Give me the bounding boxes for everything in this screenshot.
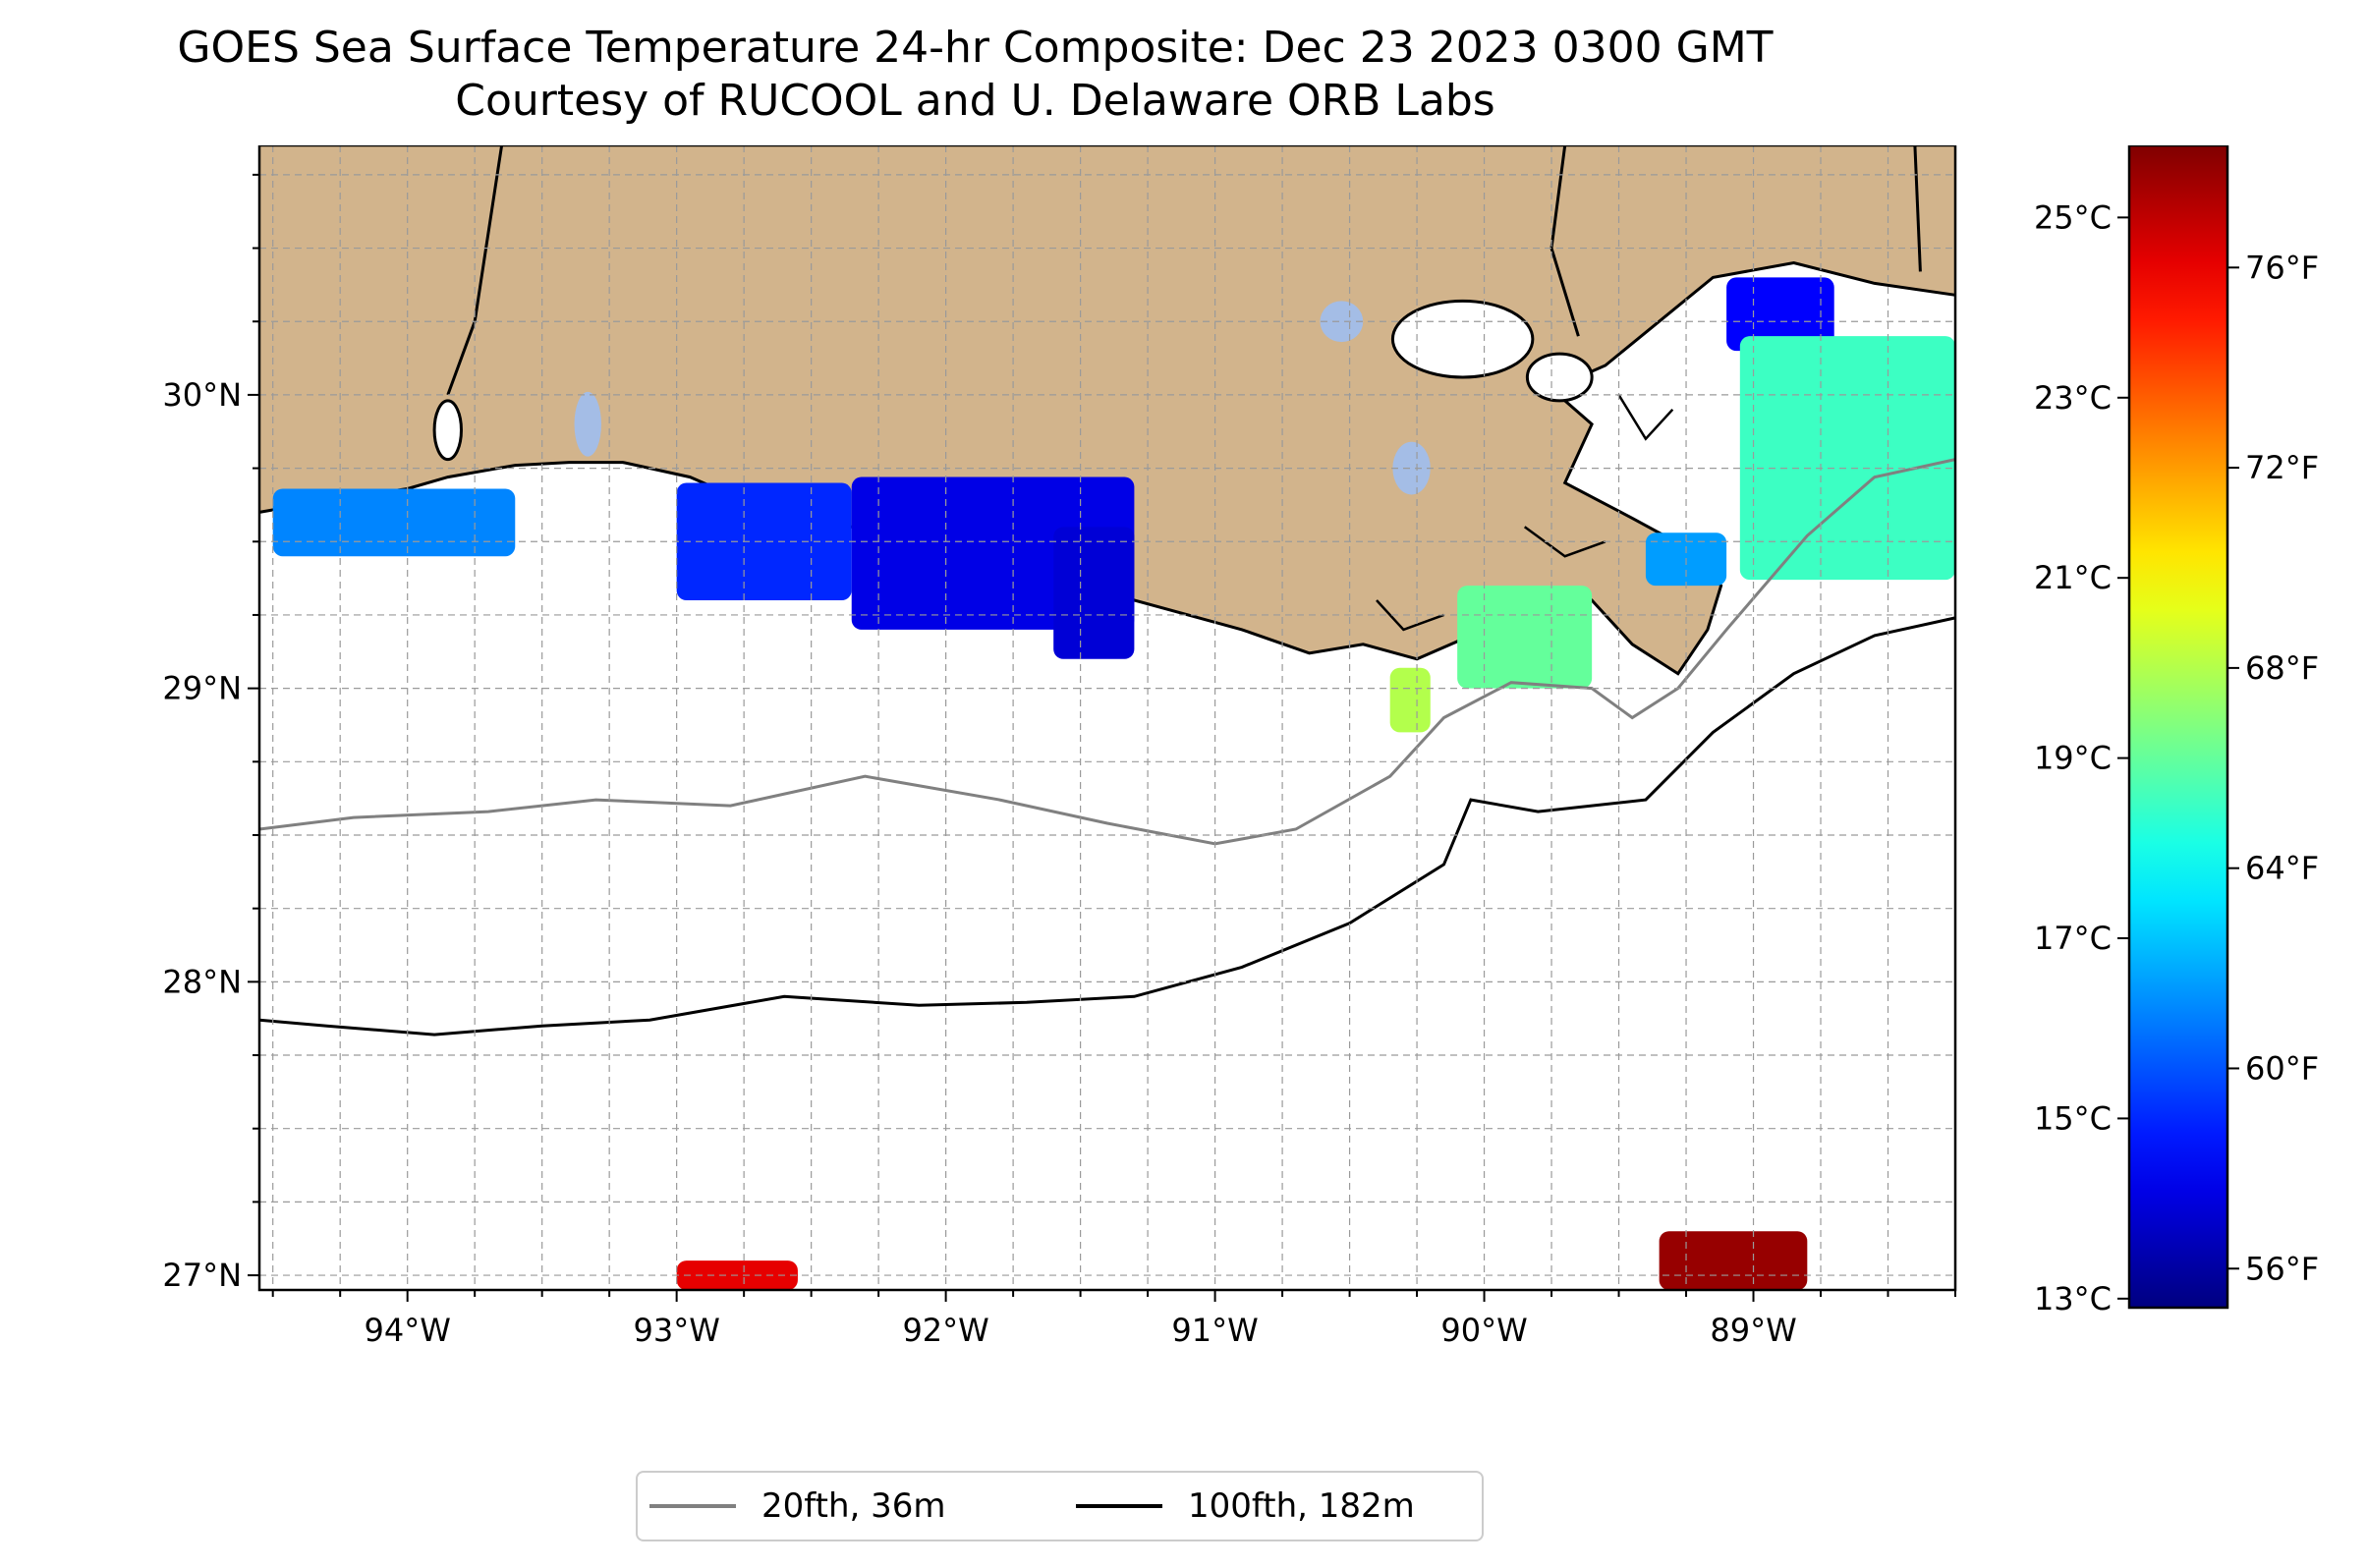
lon-tick-label: 90°W bbox=[1440, 1312, 1527, 1349]
celsius-tick-label: 21°C bbox=[2034, 559, 2112, 596]
isobath-100fth bbox=[258, 616, 1956, 1036]
land-mass bbox=[259, 145, 1955, 674]
sabine-lake bbox=[432, 399, 463, 462]
lon-tick-label: 89°W bbox=[1710, 1312, 1796, 1349]
legend-item-100fth: 100fth, 182m bbox=[1076, 1473, 1415, 1540]
calcasieu-patch bbox=[676, 482, 852, 601]
legend-label-100fth: 100fth, 182m bbox=[1188, 1486, 1415, 1526]
legend-line-20fth bbox=[649, 1504, 736, 1508]
grand-isle-patch bbox=[1457, 586, 1593, 689]
map-panel: 94°W 93°W 92°W 91°W 90°W 89°W 30°N 29°N 28°N 27°N bbox=[161, 145, 1959, 1388]
river-line-1 bbox=[446, 145, 504, 396]
lake-pontchartrain bbox=[1390, 299, 1535, 379]
fahrenheit-tick-label: 64°F bbox=[2245, 850, 2319, 887]
lat-tick-label: 28°N bbox=[162, 963, 242, 1000]
colorbar-svg: 13°C 15°C 17°C 19°C 21°C 23°C 25°C 56°F 60°F 64°F… bbox=[2034, 143, 2319, 1317]
mississippi-sound-patch bbox=[1726, 277, 1834, 352]
lake-maurepas bbox=[1320, 301, 1364, 343]
chart-title-block: GOES Sea Surface Temperature 24-hr Compo… bbox=[0, 22, 2367, 128]
river-line-3 bbox=[1913, 145, 1922, 272]
atchafalaya-patch bbox=[1053, 527, 1135, 659]
chandeleur-patch bbox=[1739, 336, 1955, 581]
legend-label-20fth: 20fth, 36m bbox=[761, 1486, 946, 1526]
lat-tick-label: 30°N bbox=[162, 376, 242, 414]
coastline bbox=[258, 260, 1956, 676]
legend-line-100fth bbox=[1076, 1504, 1162, 1508]
map-frame bbox=[257, 145, 1957, 1292]
chart-subtitle: Courtesy of RUCOOL and U. Delaware ORB L… bbox=[455, 76, 1495, 126]
celsius-tick-label: 13°C bbox=[2034, 1280, 2112, 1317]
colorbar-panel: 13°C 15°C 17°C 19°C 21°C 23°C 25°C 56°F 60°F 64°F… bbox=[1975, 143, 2367, 1388]
gridlines bbox=[259, 145, 1956, 1290]
lon-tick-label: 93°W bbox=[633, 1312, 719, 1349]
legend-item-20fth: 20fth, 36m bbox=[649, 1473, 946, 1540]
sabine-patch bbox=[272, 488, 516, 557]
timbalier-patch bbox=[1389, 667, 1431, 733]
lon-tick-label: 92°W bbox=[902, 1312, 988, 1349]
legend: 20fth, 36m 100fth, 182m bbox=[636, 1471, 1484, 1541]
fahrenheit-tick-label: 72°F bbox=[2245, 449, 2319, 486]
celsius-tick-label: 19°C bbox=[2034, 740, 2112, 777]
marsh-coast-1 bbox=[1523, 526, 1606, 558]
chart-title: GOES Sea Surface Temperature 24-hr Compo… bbox=[177, 23, 1774, 73]
lon-tick-label: 94°W bbox=[365, 1312, 451, 1349]
fahrenheit-tick-label: 68°F bbox=[2245, 649, 2319, 687]
fahrenheit-tick-label: 76°F bbox=[2245, 249, 2319, 286]
offshore-patch-south-2 bbox=[1659, 1231, 1808, 1290]
isobath-20fth bbox=[258, 458, 1956, 846]
fahrenheit-tick-label: 60°F bbox=[2245, 1049, 2319, 1087]
lake-borgne bbox=[1525, 352, 1594, 403]
lat-tick-label: 29°N bbox=[162, 670, 242, 707]
map-svg: 94°W 93°W 92°W 91°W 90°W 89°W 30°N 29°N 28°N 27°N bbox=[162, 145, 1957, 1349]
fahrenheit-tick-label: 56°F bbox=[2245, 1250, 2319, 1287]
lon-tick-label: 91°W bbox=[1171, 1312, 1258, 1349]
lat-tick-label: 27°N bbox=[162, 1257, 242, 1294]
lake-salvador bbox=[1392, 441, 1431, 495]
celsius-tick-label: 17°C bbox=[2034, 920, 2112, 957]
marsh-coast-2 bbox=[1376, 599, 1444, 632]
calcasieu-lake bbox=[574, 391, 601, 457]
celsius-tick-label: 15°C bbox=[2034, 1099, 2112, 1137]
colorbar-bar bbox=[2127, 143, 2229, 1310]
celsius-tick-label: 25°C bbox=[2034, 198, 2112, 236]
marsh-coast-3 bbox=[1617, 394, 1674, 441]
celsius-tick-label: 23°C bbox=[2034, 379, 2112, 417]
